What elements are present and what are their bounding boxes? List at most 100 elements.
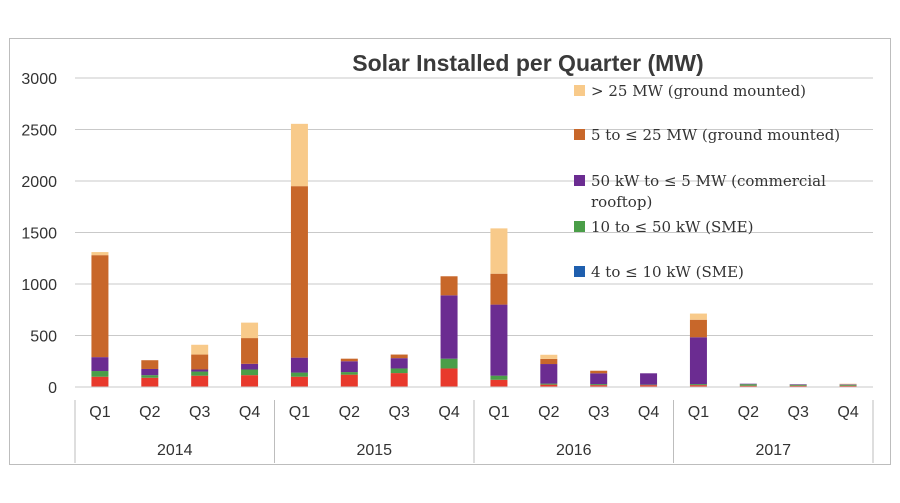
bar-segment [490,379,508,387]
bar-segment [640,373,658,385]
y-tick-label: 2500 [21,123,57,140]
x-tick-label: Q3 [588,404,609,421]
legend-label: > 25 MW (ground mounted) [591,82,806,100]
legend-label: 4 to ≤ 10 kW (SME) [591,263,744,281]
bar-segment [141,377,159,387]
x-tick-label: Q4 [239,404,260,421]
bar-segment [540,384,558,387]
bar-segment [540,364,558,384]
x-tick-label: Q3 [189,404,210,421]
legend-swatch [574,266,585,277]
legend-swatch [574,85,585,96]
bar-segment [689,313,707,320]
year-label: 2016 [556,442,592,459]
bar-segment [390,368,408,374]
legend-label: 5 to ≤ 25 MW (ground mounted) [591,126,840,144]
bar-segment [440,368,458,387]
bar-segment [141,368,159,376]
bar-segment [191,369,209,372]
bar-segment [689,385,707,387]
bar-segment [789,385,807,387]
y-tick-label: 3000 [21,71,57,88]
bar-segment [789,384,807,386]
bar-segment [340,374,358,387]
y-tick-label: 1000 [21,277,57,294]
bars [91,123,857,387]
bar-segment [590,385,608,387]
x-tick-label: Q3 [389,404,410,421]
bar-segment [141,375,159,378]
legend-swatch [574,221,585,232]
legend-label: 10 to ≤ 50 kW (SME) [591,218,753,236]
bar-segment [689,337,707,385]
bar-segment [390,373,408,387]
bar-segment [590,370,608,374]
x-tick-label: Q2 [538,404,559,421]
chart-title: Solar Installed per Quarter (MW) [352,50,703,76]
bar-segment [290,123,308,187]
bar-segment [689,319,707,338]
x-tick-label: Q2 [339,404,360,421]
bar-segment [241,363,259,370]
bar-segment [490,304,508,376]
bar-segment [290,357,308,373]
bar-segment [191,371,209,376]
legend-label: 50 kW to ≤ 5 MW (commercial [591,172,826,190]
bar-segment [839,385,857,387]
bar-segment [640,385,658,387]
bar-segment [739,384,757,386]
bar-segment [340,372,358,375]
y-tick-label: 2000 [21,174,57,191]
bar-segment [540,354,558,359]
x-tick-label: Q2 [738,404,759,421]
year-label: 2014 [157,442,193,459]
x-tick-label: Q3 [788,404,809,421]
y-tick-label: 0 [48,380,57,397]
x-axis: Q1 Q2 Q3 Q4 Q1 Q2 Q3 Q4 Q1 Q2 Q3 Q4 Q1 Q2 Q3 Q4 2014 2015… [74,386,874,463]
x-tick-label: Q4 [837,404,858,421]
bar-segment [739,385,757,387]
bar-segment [290,186,308,358]
year-label: 2017 [755,442,791,459]
bar-segment [440,276,458,296]
y-tick-label: 1500 [21,226,57,243]
bar-segment [241,375,259,387]
legend-label: rooftop) [591,193,652,211]
x-tick-label: Q1 [488,404,509,421]
bar-segment [191,354,209,370]
year-label: 2015 [356,442,392,459]
bar-segment [590,384,608,386]
x-tick-label: Q2 [139,404,160,421]
bar-segment [91,371,109,377]
bar-segment [440,295,458,359]
chart-frame [9,38,891,465]
legend-swatch [574,175,585,186]
bar-segment [839,384,857,386]
bar-segment [91,252,109,256]
bar-segment [141,360,159,369]
bar-segment [290,372,308,377]
bar-segment [540,383,558,385]
bar-segment [440,358,458,369]
bar-segment [490,273,508,305]
bar-segment [340,361,358,373]
y-axis-ticks: 0 500 1000 1500 2000 2500 3000 [21,71,57,397]
bar-segment [241,338,259,364]
x-tick-label: Q1 [89,404,110,421]
legend: > 25 MW (ground mounted) 5 to ≤ 25 MW (gr… [574,82,840,281]
bar-segment [640,384,658,386]
x-tick-label: Q1 [289,404,310,421]
bar-segment [390,354,408,359]
x-tick-label: Q4 [638,404,659,421]
bar-segment [739,383,757,385]
bar-segment [91,376,109,387]
x-tick-label: Q1 [688,404,709,421]
bar-segment [241,322,259,339]
bar-segment [241,369,259,376]
bar-segment [839,383,857,385]
bar-segment [490,228,508,274]
bar-segment [390,358,408,369]
bar-segment [590,373,608,385]
bar-segment [91,357,109,372]
